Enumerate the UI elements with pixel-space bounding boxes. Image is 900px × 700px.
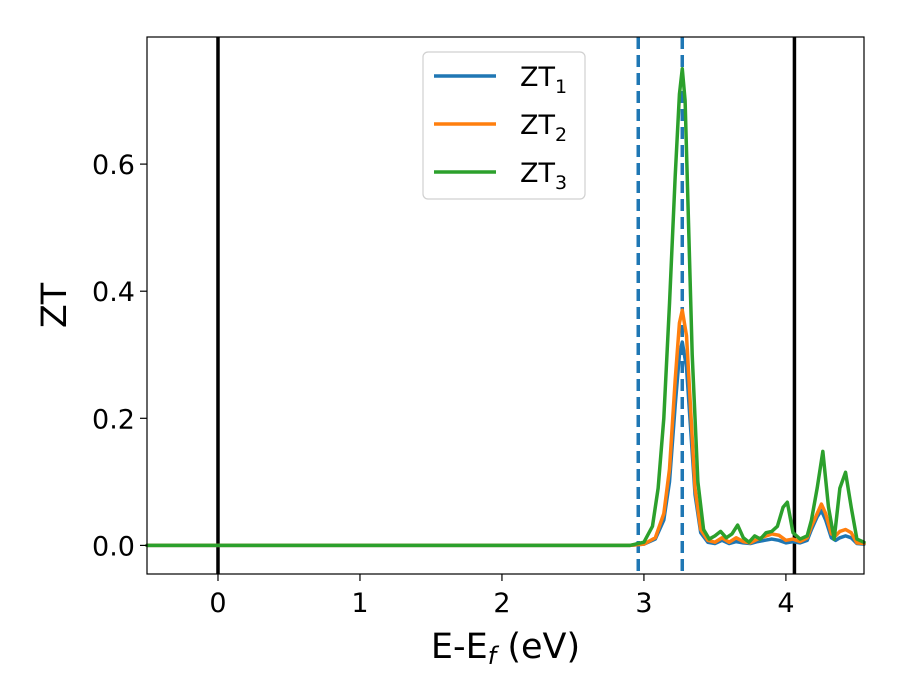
y-tick-label: 0.6 bbox=[92, 150, 135, 181]
y-tick-label: 0.2 bbox=[92, 404, 135, 435]
x-tick-label: 3 bbox=[635, 588, 652, 619]
axis-ticks: 0 1 2 3 4 0.0 0.2 0.4 0.6 bbox=[92, 150, 794, 619]
series-line-1 bbox=[145, 340, 866, 548]
legend-label-3: ZT3 bbox=[520, 158, 567, 194]
plot-area bbox=[145, 37, 866, 574]
x-tick-label: 1 bbox=[351, 588, 368, 619]
plot-frame bbox=[146, 36, 865, 575]
x-tick-label: 0 bbox=[209, 588, 226, 619]
x-tick-label: 4 bbox=[777, 588, 794, 619]
x-tick-label: 2 bbox=[493, 588, 510, 619]
legend: ZT1 ZT2 ZT3 bbox=[422, 51, 586, 200]
legend-box bbox=[422, 51, 586, 200]
y-tick-label: 0.4 bbox=[92, 277, 135, 308]
legend-label-2: ZT2 bbox=[520, 110, 567, 146]
series-line-3 bbox=[145, 67, 866, 548]
legend-label-1: ZT1 bbox=[520, 62, 567, 98]
y-tick-label: 0.0 bbox=[92, 531, 135, 562]
x-axis-label: E-Ef (eV) bbox=[431, 627, 580, 670]
series-line-2 bbox=[145, 308, 866, 548]
y-axis-label: ZT bbox=[35, 282, 75, 328]
